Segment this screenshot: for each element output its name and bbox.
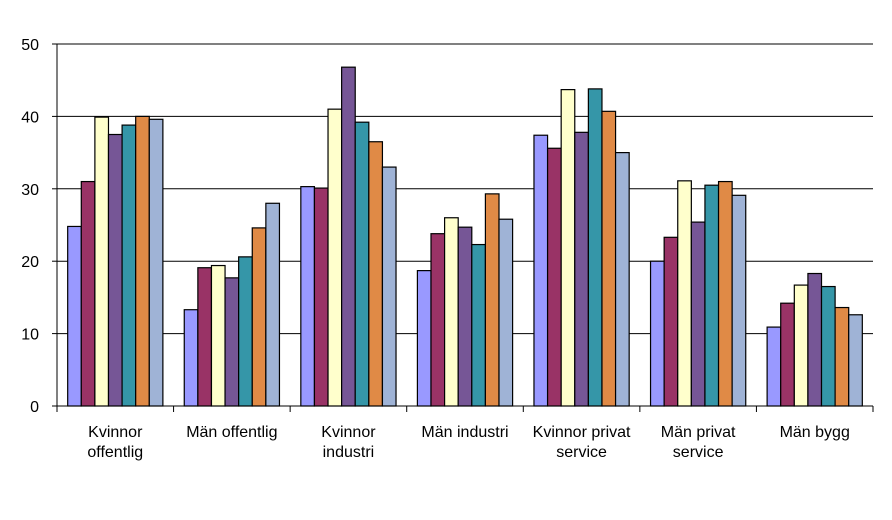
x-category-label-line: Män bygg bbox=[780, 424, 850, 441]
x-category-label-line: Män offentlig bbox=[186, 424, 277, 441]
bar-series-6-cat-3 bbox=[368, 141, 384, 407]
x-category-label: Män bygg bbox=[780, 424, 850, 441]
x-category-label-line: Kvinnor bbox=[88, 424, 143, 441]
bar-series-1-cat-1 bbox=[67, 225, 82, 407]
bar-series-1-cat-7 bbox=[766, 326, 782, 407]
bar-series-7-cat-5 bbox=[614, 152, 630, 407]
x-category-label: Män privat service bbox=[661, 424, 736, 461]
bar-series-5-cat-7 bbox=[820, 285, 836, 407]
bar-series-5-cat-5 bbox=[587, 88, 603, 407]
bar-series-7-cat-4 bbox=[498, 218, 514, 407]
bar-series-5-cat-4 bbox=[471, 243, 486, 407]
x-category-label-line: Män privat bbox=[661, 424, 736, 441]
bar-series-4-cat-4 bbox=[457, 226, 473, 407]
bar-series-3-cat-5 bbox=[560, 89, 576, 407]
bar-series-2-cat-4 bbox=[430, 233, 446, 407]
bar-series-5-cat-1 bbox=[121, 124, 137, 407]
y-tick-label: 20 bbox=[21, 254, 39, 271]
axes bbox=[52, 43, 874, 412]
bar-series-2-cat-5 bbox=[546, 147, 562, 407]
x-category-label-line: service bbox=[673, 444, 724, 461]
bar-series-3-cat-7 bbox=[793, 284, 809, 407]
bar-series-6-cat-5 bbox=[601, 110, 617, 407]
bar-series-2-cat-1 bbox=[80, 180, 96, 407]
bar-series-2-cat-3 bbox=[313, 187, 329, 407]
x-category-label-line: Kvinnor bbox=[321, 424, 376, 441]
bar-series-4-cat-2 bbox=[224, 277, 240, 407]
bar-series-7-cat-1 bbox=[148, 118, 164, 407]
x-category-label-line: offentlig bbox=[87, 444, 143, 461]
bar-series-5-cat-6 bbox=[704, 184, 720, 407]
x-category-label-line: Män industri bbox=[421, 424, 508, 441]
y-tick-label: 40 bbox=[21, 109, 39, 126]
x-category-labels: Kvinnor offentlig Män offentlig Kvinnor indu… bbox=[87, 424, 849, 461]
bar-series-7-cat-6 bbox=[731, 194, 747, 407]
x-category-label-line: service bbox=[556, 444, 607, 461]
bar-series-1-cat-5 bbox=[533, 134, 549, 407]
x-category-label-line: Kvinnor privat bbox=[533, 424, 631, 441]
y-tick-label: 10 bbox=[21, 327, 39, 344]
y-tick-label: 0 bbox=[30, 399, 39, 416]
x-category-label: Män industri bbox=[421, 424, 508, 441]
bar-series-5-cat-2 bbox=[238, 256, 253, 407]
x-category-label-line: industri bbox=[323, 444, 375, 461]
bar-series-3-cat-3 bbox=[327, 108, 343, 407]
x-category-label: Män offentlig bbox=[186, 424, 277, 441]
bar-series-6-cat-6 bbox=[717, 180, 733, 407]
x-category-label: Kvinnor privat service bbox=[533, 424, 631, 461]
bar-series-4-cat-7 bbox=[807, 272, 823, 407]
bar-series-1-cat-6 bbox=[649, 260, 665, 407]
bar-series-2-cat-6 bbox=[663, 236, 679, 407]
bar-series-2-cat-7 bbox=[780, 302, 795, 407]
bar-series-6-cat-4 bbox=[484, 193, 500, 407]
bar-series-7-cat-2 bbox=[265, 202, 281, 407]
bar-series-7-cat-3 bbox=[381, 166, 397, 407]
bar-series-3-cat-6 bbox=[677, 180, 692, 407]
bar-series-6-cat-2 bbox=[251, 227, 267, 407]
x-category-label: Kvinnor offentlig bbox=[87, 424, 143, 461]
bar-series-4-cat-6 bbox=[690, 221, 706, 407]
bar-series-4-cat-3 bbox=[341, 66, 356, 407]
y-tick-labels: 0 10 20 30 40 50 bbox=[21, 37, 39, 416]
bar-series-1-cat-4 bbox=[416, 270, 432, 407]
bar-series-5-cat-3 bbox=[354, 121, 370, 407]
y-tick-label: 50 bbox=[21, 37, 39, 54]
y-tick-label: 30 bbox=[21, 182, 39, 199]
bar-series-6-cat-7 bbox=[834, 306, 850, 407]
bar-series-7-cat-7 bbox=[848, 314, 863, 407]
bar-series-2-cat-2 bbox=[197, 267, 213, 407]
x-category-label: Kvinnor industri bbox=[321, 424, 376, 461]
bar-series-6-cat-1 bbox=[135, 115, 150, 407]
bar-series-3-cat-1 bbox=[94, 116, 110, 407]
bar-series-4-cat-1 bbox=[107, 133, 123, 407]
bar-series-3-cat-4 bbox=[444, 217, 459, 407]
bar-series-4-cat-5 bbox=[574, 131, 589, 407]
bars bbox=[67, 66, 863, 407]
bar-series-1-cat-3 bbox=[300, 186, 316, 407]
bar-series-1-cat-2 bbox=[183, 309, 199, 407]
bar-series-3-cat-2 bbox=[210, 264, 226, 407]
